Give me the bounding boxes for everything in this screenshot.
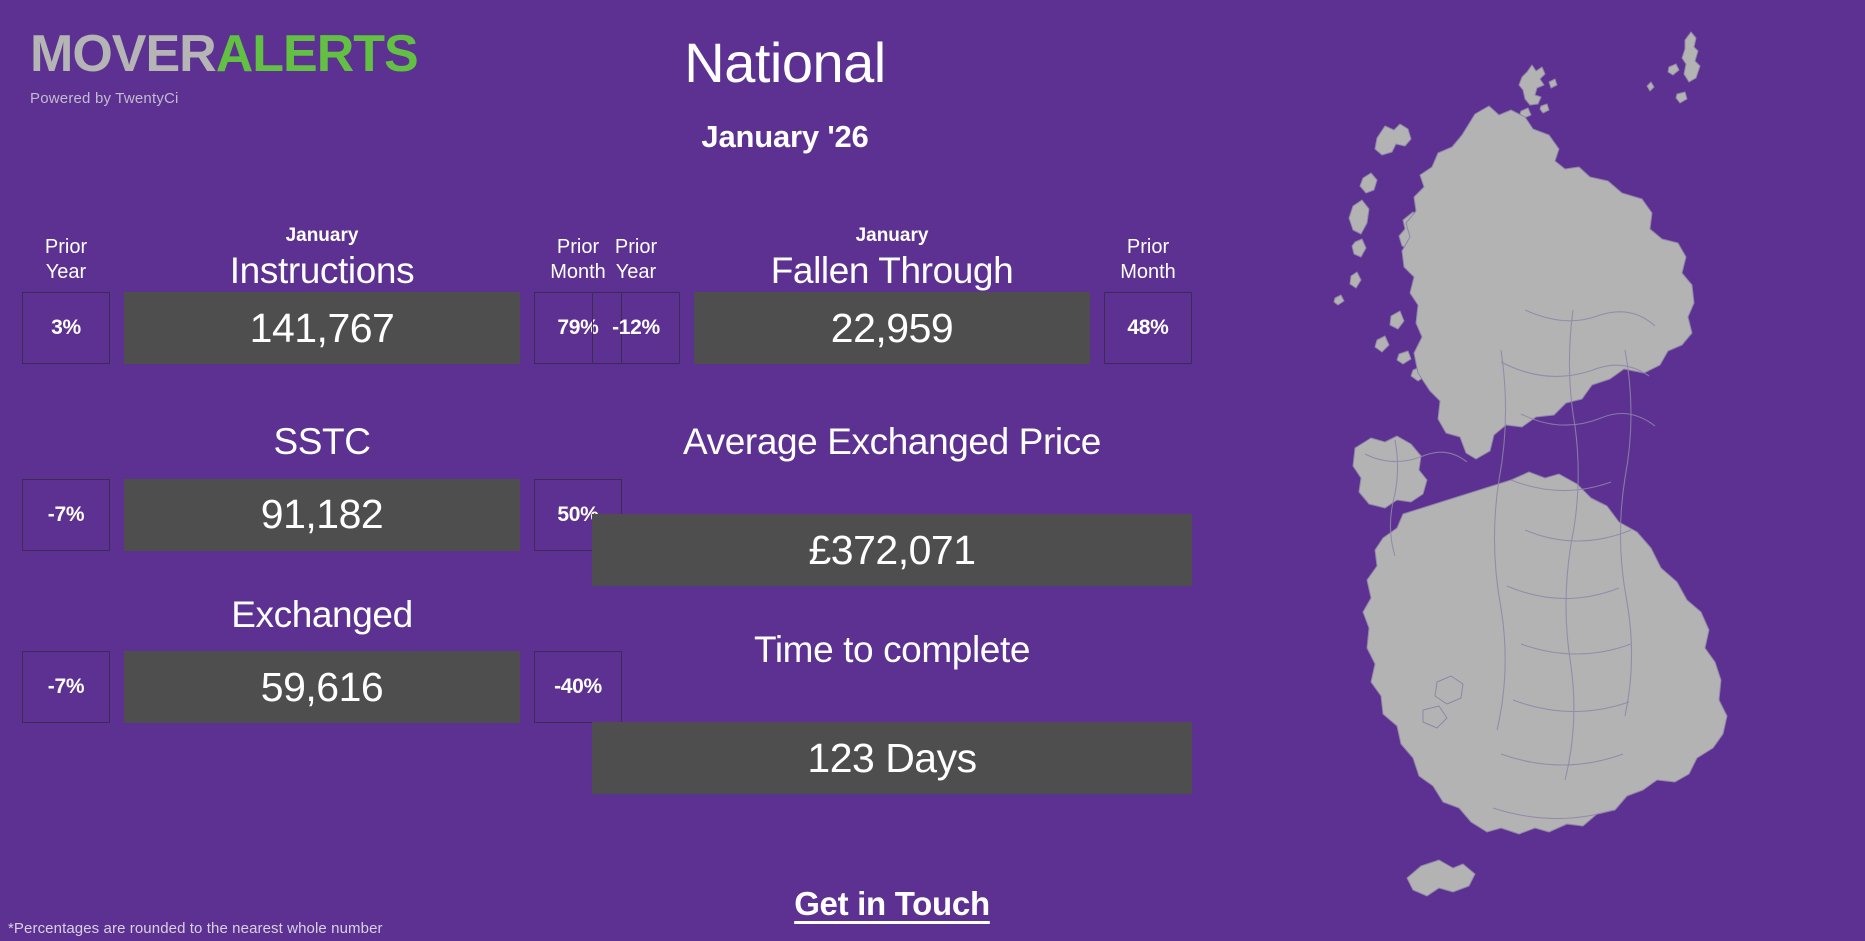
prior-month-label-line1: Prior (1126, 235, 1170, 258)
metric-row-average-exchanged-price: £372,071 (592, 514, 1192, 586)
metric-value-sstc: 91,182 (124, 478, 520, 551)
prior-month-label-line2: Month (550, 261, 606, 284)
prior-year-delta-exchanged: -7% (22, 651, 110, 724)
metric-row-instructions: 3% 141,767 79% (22, 292, 622, 364)
metric-header-average-exchanged-price: Average Exchanged Price (592, 421, 1192, 514)
metric-row-sstc: -7% 91,182 50% (22, 478, 622, 551)
metric-row-time-to-complete: 123 Days (592, 722, 1192, 794)
spacer (592, 586, 1192, 630)
footnote-text: *Percentages are rounded to the nearest … (8, 920, 383, 937)
get-in-touch-link[interactable]: Get in Touch (794, 885, 990, 922)
prior-year-label: Prior Year (592, 235, 680, 292)
border-line (1364, 451, 1468, 463)
spacer (22, 551, 622, 595)
brand-logo: MOVERALERTS Powered by TwentyCi (30, 25, 419, 107)
metrics-column-right: Prior Year January Fallen Through Prior … (592, 200, 1192, 794)
metric-row-fallen-through: -12% 22,959 48% (592, 292, 1192, 364)
prior-year-label-line2: Year (45, 261, 87, 284)
metric-group-instructions: Prior Year January Instructions Prior Mo… (22, 200, 622, 364)
prior-month-delta-exchanged: -40% (534, 651, 622, 724)
metric-title-wrap-instructions: January Instructions (124, 226, 520, 292)
prior-month-label: Prior Month (1104, 235, 1192, 292)
metric-header-fallen-through: Prior Year January Fallen Through Prior … (592, 200, 1192, 292)
metric-row-exchanged: -7% 59,616 -40% (22, 651, 622, 724)
uk-map (1325, 10, 1865, 940)
prior-year-delta-fallen-through: -12% (592, 292, 680, 364)
england-and-wales (1362, 471, 1728, 835)
metric-group-sstc: SSTC -7% 91,182 50% (22, 421, 622, 551)
border-line (1500, 361, 1650, 377)
metric-value-time-to-complete: 123 Days (592, 722, 1192, 794)
prior-year-label: Prior Year (22, 235, 110, 292)
prior-year-label-line1: Prior (44, 235, 88, 258)
metric-group-average-exchanged-price: Average Exchanged Price £372,071 (592, 421, 1192, 586)
spacer (592, 364, 1192, 422)
metric-title-exchanged: Exchanged (231, 593, 413, 635)
metric-title-fallen-through: Fallen Through (770, 250, 1014, 292)
metric-month-fallen-through: January (855, 225, 929, 247)
prior-month-label: Prior Month (534, 235, 622, 292)
metric-title-average-exchanged-price: Average Exchanged Price (683, 421, 1101, 462)
border-line (1619, 349, 1633, 717)
metric-title-wrap-fallen-through: January Fallen Through (694, 226, 1090, 292)
prior-year-delta-sstc: -7% (22, 478, 110, 551)
metric-header-exchanged: Exchanged (22, 593, 622, 636)
prior-month-label-line1: Prior (556, 235, 600, 258)
border-line (1492, 807, 1614, 820)
prior-month-label-line2: Month (1120, 261, 1176, 284)
metric-value-fallen-through: 22,959 (694, 292, 1090, 364)
hebrides-islet (1333, 294, 1345, 306)
metric-value-average-exchanged-price: £372,071 (592, 514, 1192, 586)
wales-coast (1422, 675, 1464, 729)
uk-landmass (1333, 31, 1728, 897)
metric-value-instructions: 141,767 (124, 292, 520, 364)
metric-group-time-to-complete: Time to complete 123 Days (592, 629, 1192, 794)
metric-value-exchanged: 59,616 (124, 651, 520, 724)
northern-ireland (1352, 435, 1428, 509)
prior-month-delta-fallen-through: 48% (1104, 292, 1192, 364)
metric-month-instructions: January (285, 225, 359, 247)
metric-header-instructions: Prior Year January Instructions Prior Mo… (22, 200, 622, 292)
metric-group-fallen-through: Prior Year January Fallen Through Prior … (592, 200, 1192, 364)
metrics-column-left: Prior Year January Instructions Prior Mo… (22, 200, 622, 724)
border-line (1524, 529, 1632, 542)
logo-text-mover: MOVER (30, 25, 217, 83)
dashboard-header: National January '26 (520, 31, 1050, 155)
metric-group-exchanged: Exchanged -7% 59,616 -40% (22, 593, 622, 724)
border-line (1510, 479, 1612, 492)
border-line (1520, 412, 1656, 427)
border-line (1524, 309, 1656, 327)
metric-title-sstc: SSTC (273, 421, 371, 462)
border-line (1389, 439, 1399, 557)
uk-region-borders (1364, 309, 1656, 820)
border-line (1500, 753, 1624, 766)
uk-map-svg (1333, 31, 1728, 897)
scotland (1401, 105, 1695, 460)
spacer (22, 364, 622, 422)
border-line (1564, 309, 1579, 781)
outer-hebrides (1348, 123, 1412, 289)
orkney-islands (1518, 64, 1558, 119)
metric-header-time-to-complete: Time to complete (592, 629, 1192, 722)
logo-wordmark: MOVERALERTS (30, 25, 419, 83)
prior-month-delta-instructions: 79% (534, 292, 622, 364)
border-line (1506, 585, 1620, 600)
border-line (1512, 699, 1630, 713)
metric-title-time-to-complete: Time to complete (754, 629, 1030, 670)
prior-year-label-line2: Year (615, 261, 657, 284)
border-line (1520, 643, 1632, 655)
shetland-islet (1646, 81, 1655, 92)
logo-tagline: Powered by TwentyCi (30, 90, 179, 107)
shetland-islands (1667, 31, 1701, 104)
cornwall (1406, 859, 1476, 897)
logo-text-alerts: ALERTS (215, 25, 419, 83)
metric-title-instructions: Instructions (229, 250, 415, 292)
prior-year-delta-instructions: 3% (22, 292, 110, 364)
border-line (1493, 349, 1507, 731)
metric-header-sstc: SSTC (22, 421, 622, 463)
page-title: National (684, 31, 886, 94)
prior-year-label-line1: Prior (614, 235, 658, 258)
report-period: January '26 (701, 118, 869, 154)
